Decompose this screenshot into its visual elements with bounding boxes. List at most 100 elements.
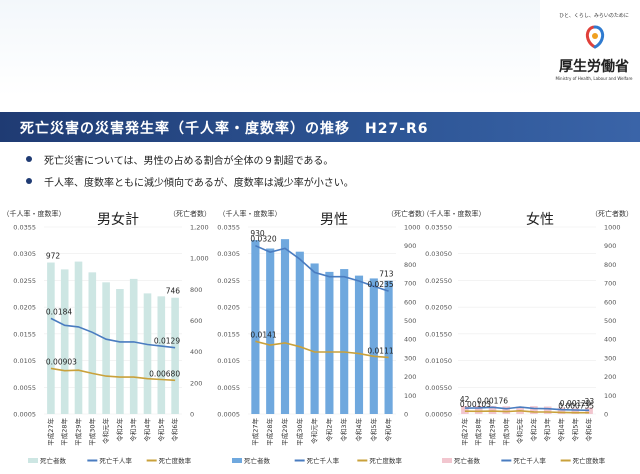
x-tick-label: 令和4年 (557, 418, 566, 442)
data-label: 972 (46, 252, 61, 261)
y-left-tick-label: 0.0305 (13, 250, 36, 258)
legend-swatch (28, 458, 38, 463)
y-left-tick-label: 0.0355 (13, 224, 36, 232)
bar (266, 248, 275, 414)
y-right-tick-label: 200 (404, 373, 416, 381)
bullet-text: 千人率、度数率ともに減少傾向であるが、度数率は減少率が小さい。 (44, 178, 354, 189)
y-right-tick-label: 1,000 (190, 255, 209, 263)
bullet-dot-icon (26, 156, 32, 162)
legend-label: 死亡千人率 (99, 456, 132, 465)
chart-title: 男女計 (97, 211, 139, 228)
x-tick-label: 令和2年 (324, 418, 333, 442)
bar (157, 296, 166, 414)
y-left-tick-label: 0.0105 (13, 357, 36, 365)
header-shade (0, 0, 540, 96)
slide-title: 死亡災害の災害発生率（千人率・度数率）の推移 H27-R6 (20, 121, 429, 137)
y-right-tick-label: 400 (404, 336, 416, 344)
chart-title: 男性 (320, 212, 348, 228)
data-label: 0.00176 (477, 396, 508, 405)
x-tick-label: 令和元年 (515, 418, 524, 445)
y-left-tick-label: 0.02550 (425, 277, 452, 285)
chart-title: 女性 (526, 211, 554, 228)
slide-title-bar: 死亡災害の災害発生率（千人率・度数率）の推移 H27-R6 (0, 112, 640, 142)
y-left-tick-label: 0.0205 (13, 304, 36, 312)
x-tick-label: 令和5年 (369, 418, 378, 442)
y-left-tick-label: 0.0005 (13, 411, 36, 419)
y-left-tick-label: 0.0205 (217, 304, 240, 312)
data-label: 0.0184 (46, 307, 72, 316)
y-right-tick-label: 500 (404, 317, 416, 325)
bar (251, 240, 260, 414)
legend-label: 死亡千人率 (307, 456, 340, 465)
legend-label: 死亡者数 (244, 456, 271, 465)
y-left-axis-label: （千人率・度数率） (423, 209, 486, 218)
data-label: 0.0111 (367, 346, 393, 355)
y-right-tick-label: 600 (190, 317, 202, 325)
x-tick-label: 令和6年 (170, 418, 179, 442)
legend-label: 死亡千人率 (513, 456, 546, 465)
bar (369, 278, 378, 414)
y-right-tick-label: 0 (404, 411, 408, 419)
y-left-tick-label: 0.00550 (425, 384, 452, 392)
legend-label: 死亡度数率 (159, 456, 192, 465)
x-tick-label: 令和5年 (570, 418, 579, 442)
data-label: 713 (379, 270, 394, 279)
x-tick-label: 令和元年 (310, 418, 319, 445)
y-right-tick-label: 700 (604, 280, 616, 288)
y-right-tick-label: 800 (190, 286, 202, 294)
x-tick-label: 平成27年 (460, 418, 469, 446)
y-left-tick-label: 0.0155 (217, 330, 240, 338)
data-label: 0.0141 (250, 330, 276, 339)
y-left-tick-label: 0.0055 (217, 384, 240, 392)
x-tick-label: 令和3年 (543, 418, 552, 442)
y-left-tick-label: 0.0255 (13, 277, 36, 285)
y-right-tick-label: 1000 (604, 224, 621, 232)
y-right-tick-label: 700 (404, 280, 416, 288)
y-right-tick-label: 0 (604, 411, 608, 419)
y-right-tick-label: 500 (604, 317, 616, 325)
x-tick-label: 平成27年 (250, 418, 259, 446)
bar (502, 406, 511, 414)
y-right-tick-label: 200 (604, 373, 616, 381)
bar (74, 261, 83, 414)
legend-label: 死亡度数率 (369, 456, 402, 465)
y-left-tick-label: 0.0055 (13, 384, 36, 392)
bar (310, 263, 319, 414)
x-tick-label: 平成28年 (60, 418, 69, 446)
legend-label: 死亡者数 (454, 456, 481, 465)
y-right-tick-label: 400 (604, 336, 616, 344)
series-line (255, 244, 389, 292)
y-left-tick-label: 0.00050 (425, 411, 452, 419)
y-right-tick-label: 100 (404, 392, 416, 400)
x-tick-label: 平成30年 (87, 418, 96, 446)
x-tick-label: 平成29年 (74, 418, 83, 446)
y-left-axis-label: （千人率・度数率） (219, 209, 282, 218)
x-tick-label: 平成30年 (295, 418, 304, 446)
data-label: 42 (460, 395, 470, 404)
x-tick-label: 平成30年 (501, 418, 510, 446)
y-left-tick-label: 0.02050 (425, 304, 452, 312)
series-line (50, 317, 176, 349)
bar (280, 239, 290, 414)
series-line (255, 340, 389, 359)
bar (474, 405, 483, 414)
bar (60, 269, 69, 414)
bar (325, 271, 334, 414)
bullet-list: 死亡災害については、男性の占める割合が全体の９割超である。 千人率、度数率ともに… (26, 152, 626, 196)
x-tick-label: 令和3年 (129, 418, 138, 442)
x-tick-label: 平成28年 (265, 418, 274, 446)
y-right-axis-label: （死亡者数） (387, 209, 429, 218)
logo-mark-icon (585, 25, 605, 49)
y-right-axis-label: （死亡者数） (591, 209, 633, 218)
bar (530, 406, 538, 414)
bar (340, 269, 349, 414)
legend-swatch (442, 458, 452, 463)
y-right-tick-label: 100 (604, 392, 616, 400)
bullet-text: 死亡災害については、男性の占める割合が全体の９割超である。 (44, 156, 334, 167)
bar (461, 406, 469, 414)
y-right-tick-label: 600 (604, 298, 616, 306)
legend-label: 死亡者数 (40, 456, 67, 465)
y-right-axis-label: （死亡者数） (169, 209, 211, 218)
bullet-item: 千人率、度数率ともに減少傾向であるが、度数率は減少率が小さい。 (26, 174, 626, 196)
y-left-tick-label: 0.03050 (425, 250, 452, 258)
